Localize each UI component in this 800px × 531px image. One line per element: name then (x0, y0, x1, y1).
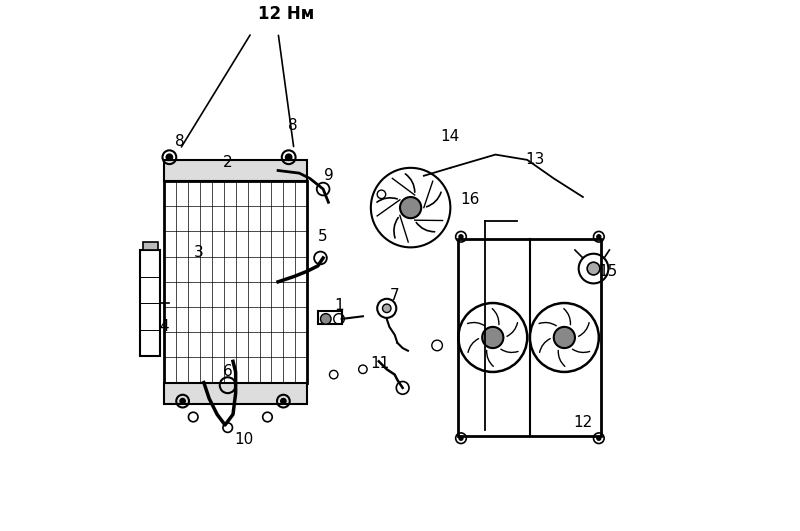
Circle shape (382, 304, 391, 313)
Text: 3: 3 (194, 245, 203, 260)
Text: 5: 5 (318, 229, 328, 244)
Circle shape (597, 235, 601, 239)
Bar (164, 382, 307, 404)
Bar (318, 311, 342, 324)
FancyArrowPatch shape (467, 322, 485, 326)
Text: 15: 15 (598, 264, 618, 279)
Bar (164, 160, 307, 181)
FancyArrowPatch shape (416, 222, 434, 232)
Text: 16: 16 (460, 192, 480, 207)
FancyArrowPatch shape (573, 349, 590, 353)
FancyArrowPatch shape (558, 350, 565, 366)
FancyArrowPatch shape (578, 323, 589, 336)
FancyArrowPatch shape (426, 192, 441, 207)
Circle shape (597, 436, 601, 440)
FancyArrowPatch shape (507, 323, 518, 336)
Text: 13: 13 (526, 152, 545, 167)
Bar (458, 239, 602, 435)
Text: 8: 8 (288, 118, 298, 133)
FancyArrowPatch shape (394, 218, 398, 238)
Circle shape (459, 235, 463, 239)
Bar (164, 181, 307, 382)
Circle shape (321, 314, 331, 324)
Text: 14: 14 (441, 129, 460, 143)
FancyArrowPatch shape (377, 198, 398, 202)
Circle shape (286, 154, 292, 160)
Text: 6: 6 (223, 364, 233, 380)
Text: 4: 4 (159, 319, 169, 335)
Circle shape (482, 327, 503, 348)
Text: 12: 12 (574, 415, 593, 430)
Bar (140, 250, 160, 356)
FancyArrowPatch shape (486, 350, 494, 366)
FancyArrowPatch shape (564, 309, 570, 324)
Circle shape (281, 398, 286, 404)
Text: 10: 10 (234, 432, 254, 447)
Circle shape (587, 262, 600, 275)
Circle shape (180, 398, 186, 404)
FancyArrowPatch shape (540, 339, 550, 353)
Text: 8: 8 (175, 134, 185, 149)
FancyArrowPatch shape (501, 349, 518, 353)
Text: 12 Нм: 12 Нм (258, 5, 314, 23)
Text: 11: 11 (370, 356, 390, 372)
Circle shape (166, 154, 173, 160)
FancyArrowPatch shape (468, 339, 478, 353)
FancyArrowPatch shape (492, 309, 499, 324)
Text: 2: 2 (223, 155, 233, 170)
FancyArrowPatch shape (539, 322, 556, 326)
Circle shape (459, 436, 463, 440)
Text: 7: 7 (390, 288, 399, 303)
Text: 1: 1 (334, 298, 344, 313)
Circle shape (554, 327, 575, 348)
Circle shape (400, 197, 422, 218)
FancyArrowPatch shape (406, 174, 414, 192)
Bar (143, 242, 158, 250)
Text: 9: 9 (323, 168, 334, 183)
